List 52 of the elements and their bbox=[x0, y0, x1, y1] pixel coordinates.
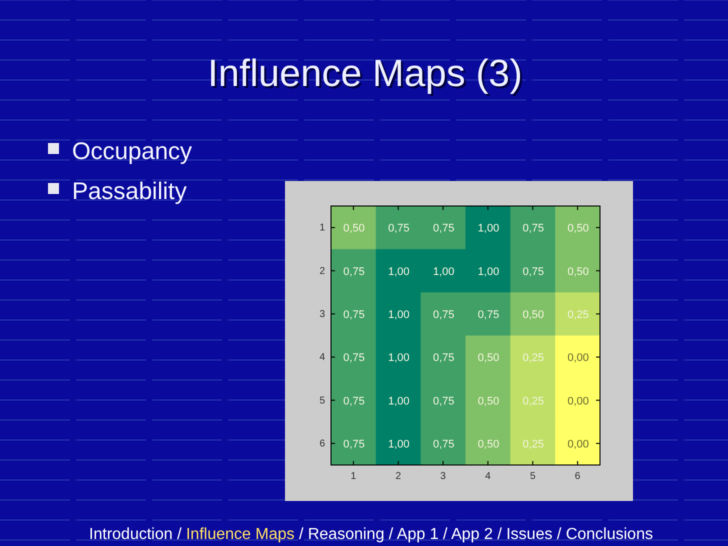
data-label: 0,75 bbox=[343, 352, 365, 364]
x-tick-label: 3 bbox=[440, 471, 446, 482]
data-label: 1,00 bbox=[478, 222, 500, 235]
data-label: 0,50 bbox=[343, 222, 365, 235]
data-label: 0,75 bbox=[388, 222, 410, 235]
data-label: 1,00 bbox=[388, 308, 410, 321]
data-label: 0,75 bbox=[432, 308, 454, 321]
data-label: 0,50 bbox=[478, 352, 500, 364]
data-label: 0,00 bbox=[567, 395, 589, 408]
data-label: 0,50 bbox=[567, 266, 589, 278]
data-label: 0,50 bbox=[522, 308, 544, 321]
x-tick-label: 2 bbox=[395, 471, 402, 482]
data-label: 0,50 bbox=[567, 222, 589, 235]
x-tick-label: 6 bbox=[574, 471, 581, 482]
data-label: 0,75 bbox=[478, 308, 500, 321]
y-tick-label: 4 bbox=[319, 352, 326, 364]
y-tick-label: 2 bbox=[319, 266, 326, 277]
data-label: 1,00 bbox=[432, 266, 454, 278]
data-label: 0,75 bbox=[343, 266, 365, 278]
data-label: 0,00 bbox=[567, 438, 589, 450]
data-label: 0,25 bbox=[567, 308, 589, 321]
data-label: 0,75 bbox=[343, 395, 365, 408]
data-label: 0,75 bbox=[522, 266, 544, 278]
chart-title: Influence Maps (3) bbox=[210, 55, 524, 97]
x-tick-label: 4 bbox=[485, 471, 492, 482]
text: Occupancy bbox=[72, 138, 192, 165]
x-tick-label: 1 bbox=[350, 471, 357, 482]
data-label: 0,25 bbox=[522, 352, 544, 364]
text: Introduction / Influence Maps / Reasoning / App 1 / App 2 / Issues / Conclusions bbox=[89, 526, 653, 543]
data-label: 0,50 bbox=[478, 438, 500, 450]
data-label: 0,25 bbox=[522, 438, 544, 450]
x-tick-label: 5 bbox=[530, 471, 536, 482]
data-label: 0,75 bbox=[432, 352, 454, 364]
y-tick-label: 5 bbox=[319, 395, 326, 406]
data-label: 0,00 bbox=[567, 352, 589, 364]
y-tick-label: 6 bbox=[319, 438, 326, 450]
y-tick-label: 1 bbox=[319, 222, 326, 234]
data-label: 0,75 bbox=[432, 395, 454, 408]
data-label: 1,00 bbox=[478, 266, 500, 278]
data-label: 0,75 bbox=[343, 438, 365, 450]
data-label: 0,75 bbox=[432, 438, 454, 450]
text: Passability bbox=[72, 178, 187, 205]
data-label: 0,75 bbox=[432, 222, 454, 235]
data-label: 1,00 bbox=[388, 438, 410, 450]
data-label: 1,00 bbox=[388, 352, 410, 364]
data-label: 1,00 bbox=[388, 395, 410, 408]
y-tick-label: 3 bbox=[319, 308, 326, 320]
data-label: 0,75 bbox=[522, 222, 544, 235]
data-label: 0,50 bbox=[478, 395, 500, 408]
data-label: 1,00 bbox=[388, 266, 410, 278]
data-label: 0,75 bbox=[343, 308, 365, 321]
data-label: 0,25 bbox=[522, 395, 544, 408]
